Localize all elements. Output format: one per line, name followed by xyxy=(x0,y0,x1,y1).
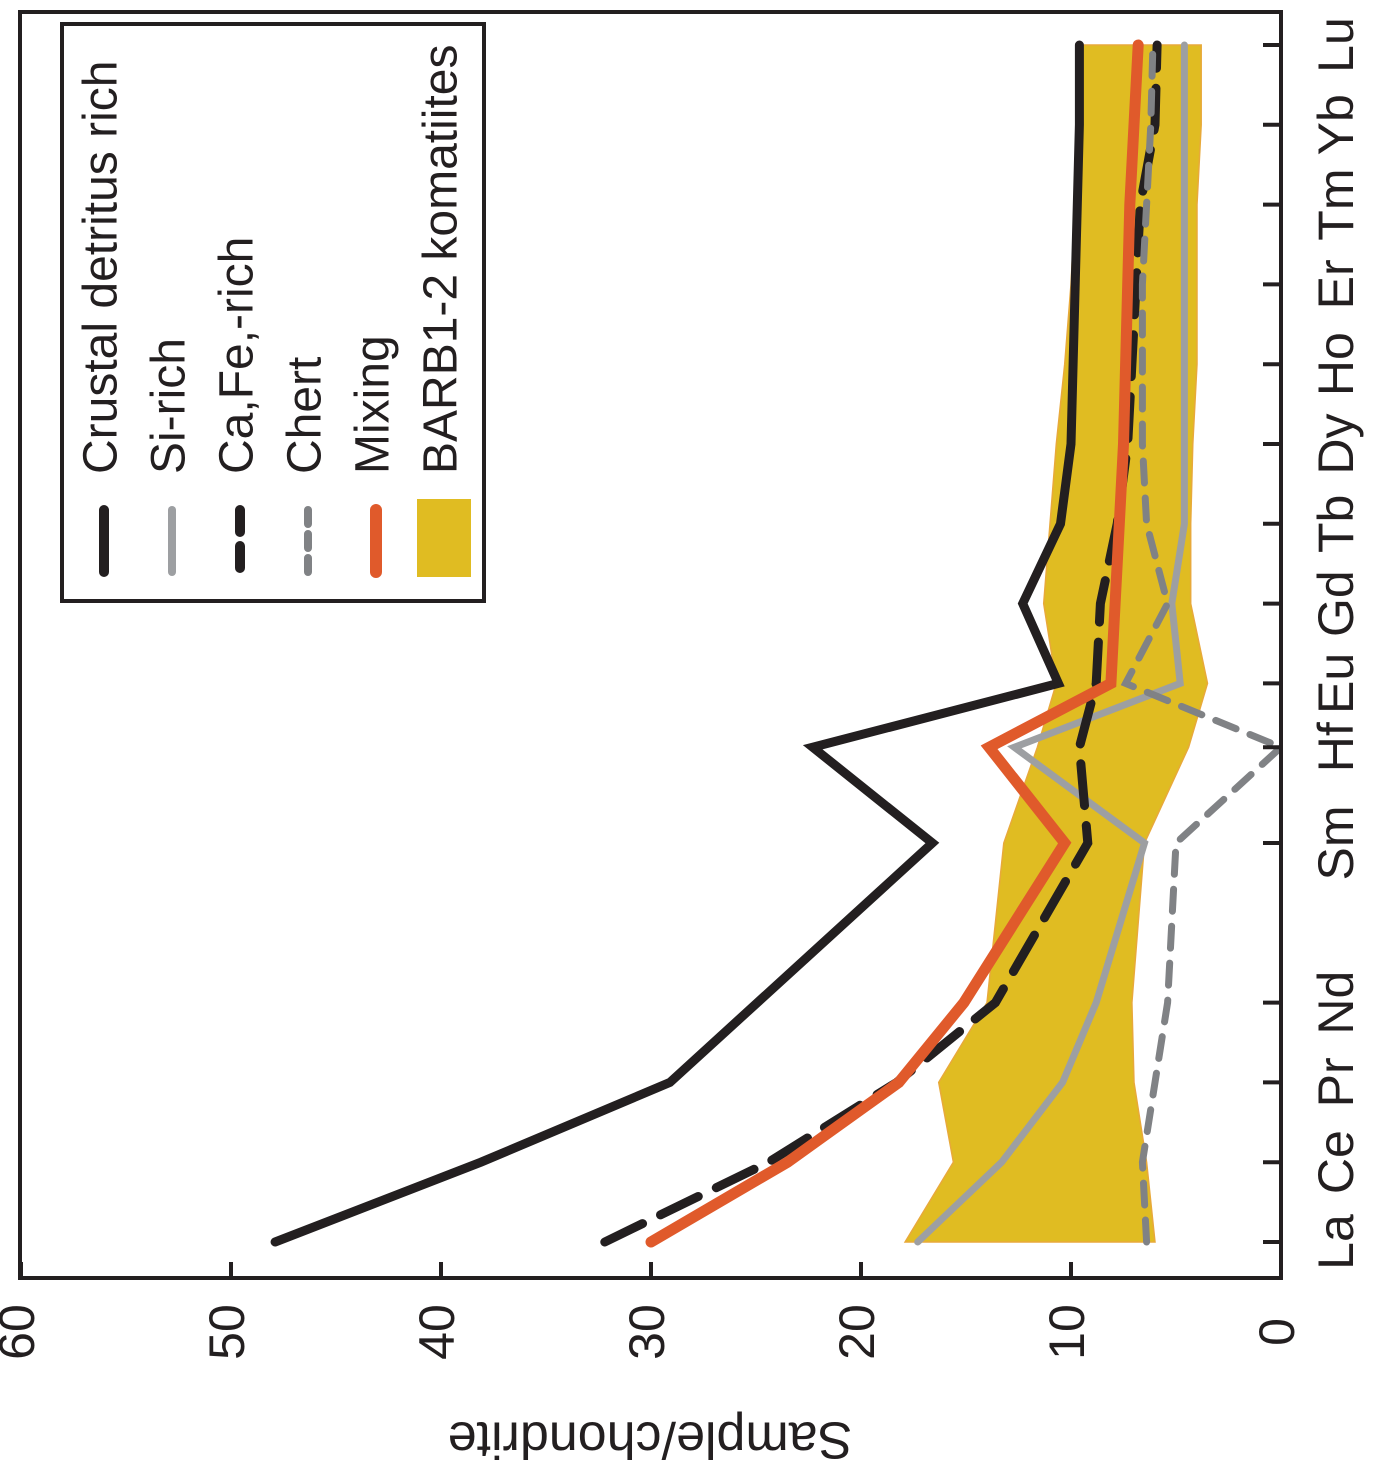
y-tick-label: 40 xyxy=(409,1304,465,1360)
legend-label-ca-fe-rich: Ca,Fe,-rich xyxy=(211,237,264,474)
legend-label-crustal-detritus-rich: Crustal detritus rich xyxy=(75,61,128,474)
y-tick-label: 10 xyxy=(1039,1304,1095,1360)
legend-label-barb1-2-komatiites: BARB1-2 komatiites xyxy=(415,45,468,475)
legend-box xyxy=(60,22,486,603)
x-tick-label: La xyxy=(1308,1214,1364,1270)
series-line-ca-fe-rich xyxy=(600,40,1162,1247)
x-tick-label: Tb xyxy=(1308,495,1364,553)
series-line-crustal-detritus-rich xyxy=(270,40,1084,1247)
series-layer xyxy=(270,39,1288,1248)
x-tick-label: Sm xyxy=(1308,806,1364,881)
x-tick-label: Lu xyxy=(1308,17,1364,73)
x-tick-label: Dy xyxy=(1308,413,1364,474)
x-tick-label: Tm xyxy=(1308,168,1364,240)
x-tick-label: Hf xyxy=(1308,722,1364,772)
y-tick-label: 60 xyxy=(0,1304,45,1360)
x-tick-label: Yb xyxy=(1308,94,1364,155)
komatiite-band-layer xyxy=(903,44,1209,1243)
y-tick-label: 30 xyxy=(619,1304,675,1360)
series-line-chert xyxy=(1120,41,1288,1246)
legend: Crustal detritus rich Si-rich Ca,Fe,-rich C… xyxy=(60,22,486,603)
legend-label-si-rich: Si-rich xyxy=(143,338,196,474)
x-tick-label: Pr xyxy=(1308,1057,1364,1107)
band-barb1-2-komatiites xyxy=(903,44,1209,1243)
series-line-si-rich xyxy=(914,41,1188,1246)
x-tick-label: Ce xyxy=(1308,1130,1364,1194)
legend-items: Crustal detritus rich Si-rich Ca,Fe,-rich C… xyxy=(75,45,471,578)
series-line-mixing xyxy=(645,39,1144,1248)
x-ticks: La Ce Pr Nd Sm Hf Eu Gd Tb Dy Ho Er Tm Yb Lu xyxy=(1263,17,1364,1270)
y-ticks: 0 10 20 30 40 50 60 xyxy=(0,1262,1305,1360)
x-tick-label: Gd xyxy=(1308,570,1364,637)
x-tick-label: Eu xyxy=(1308,653,1364,714)
y-tick-label: 0 xyxy=(1249,1318,1305,1346)
x-tick-label: Er xyxy=(1308,259,1364,309)
legend-swatch-barb1-2-komatiites xyxy=(417,499,471,577)
legend-label-mixing: Mixing xyxy=(347,335,400,474)
legend-label-chert: Chert xyxy=(279,357,332,474)
y-axis-label: Sample/chondrite xyxy=(448,1410,853,1468)
x-tick-label: Ho xyxy=(1308,332,1364,396)
x-tick-label: Nd xyxy=(1308,971,1364,1035)
y-tick-label: 20 xyxy=(829,1304,885,1360)
y-tick-label: 50 xyxy=(199,1304,255,1360)
